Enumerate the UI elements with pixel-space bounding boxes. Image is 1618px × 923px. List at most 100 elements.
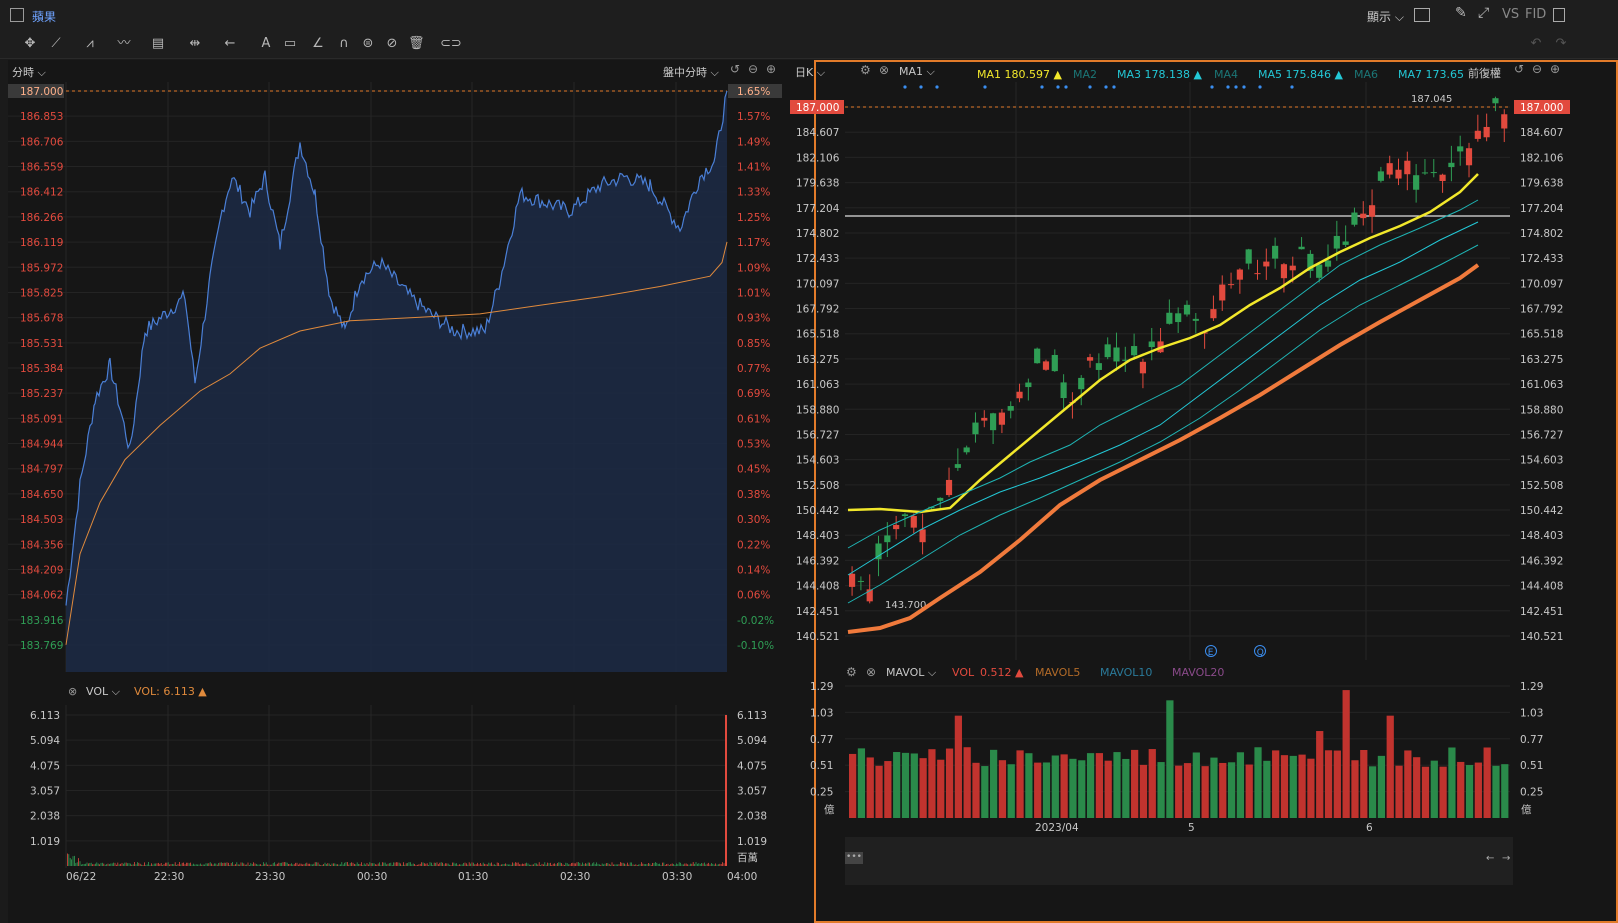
intraday-chart[interactable]: 187.000 1.65% 186.853 1.57% 186.706 1.49% 186.… — [0, 0, 790, 923]
window-icon[interactable] — [10, 8, 24, 22]
hide-icon[interactable]: ⊘ — [386, 36, 398, 51]
kvol-label-right: 1.29 — [1520, 681, 1543, 693]
arrow-tool-icon[interactable]: ← — [224, 36, 236, 51]
vol-bar — [142, 864, 144, 866]
navigator-right-icon[interactable]: → — [1502, 853, 1511, 864]
window-icon-right[interactable] — [1553, 8, 1565, 22]
close-vol-icon[interactable]: ⊗ — [68, 685, 78, 698]
vol-settings-icon[interactable]: ⚙ — [846, 665, 857, 679]
channel-tool-icon[interactable]: ⩘ — [86, 36, 94, 51]
vol-bar — [79, 861, 81, 866]
vol-axis-label: 5.094 — [30, 735, 60, 747]
fid-button[interactable]: FID — [1525, 7, 1547, 22]
reset-icon[interactable]: ↺ — [730, 62, 741, 76]
candle — [972, 422, 979, 435]
vol-bar — [316, 862, 317, 866]
vol-indicator-selector[interactable]: VOL ⌵ — [86, 685, 120, 698]
ma-legend-item[interactable]: MA2 — [1073, 68, 1098, 81]
kvol-bar — [1377, 755, 1386, 818]
vol-bar — [649, 863, 651, 866]
kline-zoom-in-icon[interactable]: ⊕ — [1550, 62, 1561, 76]
candle — [1139, 361, 1147, 374]
vol-bar — [716, 864, 718, 866]
wave-tool-icon[interactable]: 〰 — [117, 36, 131, 51]
interval-selector[interactable]: 分時 ⌵ — [12, 66, 46, 79]
vol-bar — [587, 862, 589, 866]
display-button[interactable]: 顯示 ⌵ — [1367, 10, 1404, 24]
vol-bar — [386, 864, 387, 866]
redo-icon[interactable]: ↷ — [1555, 36, 1567, 51]
vol-bar — [272, 863, 274, 866]
candle — [857, 580, 864, 582]
adjust-selector[interactable]: 前復權 — [1468, 67, 1501, 80]
daily-kline-chart[interactable]: 187.000 187.000 184.607 184.607 182.106 182.1… — [790, 0, 1618, 923]
comment-tool-icon[interactable]: ▭ — [283, 36, 297, 51]
kline-date-label: 2023/04 — [1035, 822, 1079, 834]
ma-legend-item[interactable]: MA5 175.846 ▲ — [1258, 68, 1343, 81]
settings-icon[interactable]: ⚙ — [860, 63, 871, 77]
price-axis-label: 186.706 — [20, 136, 64, 148]
vol-bar — [312, 864, 313, 866]
vol-bar — [214, 863, 215, 866]
kline-reset-icon[interactable]: ↺ — [1514, 62, 1525, 76]
ma-legend-item[interactable]: MA1 180.597 ▲ — [977, 68, 1062, 81]
vol-axis-label-right: 6.113 — [737, 710, 767, 722]
vol-bar — [534, 863, 536, 866]
ma-legend-item[interactable]: MA7 173.65 — [1398, 68, 1464, 81]
candle — [1289, 265, 1296, 271]
session-selector[interactable]: 盤中分時 ⌵ — [663, 66, 719, 79]
vol-bar — [694, 863, 695, 866]
kline-price-label-right: 142.451 — [1520, 606, 1563, 618]
vol-bar — [436, 862, 438, 866]
zoom-in-icon[interactable]: ⊕ — [766, 62, 777, 76]
vol-bar — [242, 862, 243, 866]
vs-button[interactable]: VS — [1502, 7, 1520, 22]
ma-selector[interactable]: MA1 ⌵ — [899, 65, 935, 78]
ma-legend-item[interactable]: MA6 — [1354, 68, 1379, 81]
vol-bar — [708, 862, 709, 866]
magnet-icon[interactable]: ∩ — [339, 36, 349, 51]
text-tool-icon[interactable]: A — [261, 36, 271, 51]
ma-legend-item[interactable]: MA4 — [1214, 68, 1239, 81]
candle — [1210, 309, 1217, 319]
candle — [1457, 146, 1464, 152]
move-icon[interactable]: ✥ — [24, 36, 36, 51]
price-axis-label: 184.209 — [20, 564, 63, 576]
pen-icon[interactable]: ✎ — [1455, 5, 1467, 21]
expand-icon[interactable]: ⤢ — [1478, 5, 1490, 21]
measure-tool-icon[interactable]: ⇹ — [189, 36, 201, 51]
fib-tool-icon[interactable]: ▤ — [151, 36, 165, 51]
vol-bar — [313, 863, 315, 866]
vol-bar — [177, 864, 179, 866]
vol-bar — [201, 864, 203, 866]
kline-zoom-out-icon[interactable]: ⊖ — [1532, 62, 1543, 76]
close-ma-icon[interactable]: ⊗ — [879, 63, 890, 77]
vol-bar — [439, 862, 441, 866]
sync-icon[interactable]: ⊜ — [362, 36, 374, 51]
line-tool-icon[interactable]: ⟋ — [51, 36, 61, 51]
vol-bar — [715, 863, 716, 866]
layout-icon[interactable] — [1414, 8, 1430, 22]
ma-legend-item[interactable]: MA3 178.138 ▲ — [1117, 68, 1202, 81]
vol-bar — [134, 862, 135, 866]
vol-bar — [362, 864, 364, 866]
vol-bar — [526, 862, 527, 866]
close-mavol-icon[interactable]: ⊗ — [866, 665, 877, 679]
navigator-handle[interactable]: ••• — [845, 852, 863, 864]
trash-icon[interactable]: 🗑 — [408, 36, 425, 51]
vol-bar — [321, 864, 323, 866]
pct-axis-label: 1.65% — [737, 86, 770, 98]
vol-bar — [638, 864, 639, 866]
time-navigator[interactable] — [845, 837, 1513, 885]
vol-bar — [370, 863, 372, 866]
mavol-selector[interactable]: MAVOL ⌵ — [886, 666, 937, 679]
angle-tool-icon[interactable]: ∠ — [312, 36, 324, 51]
vol-bar — [433, 862, 435, 866]
navigator-left-icon[interactable]: ← — [1486, 853, 1495, 864]
kline-interval-selector[interactable]: 日K ⌵ — [795, 66, 826, 79]
pct-axis-label: 0.22% — [737, 539, 770, 551]
event-dot — [1104, 85, 1108, 89]
undo-icon[interactable]: ↶ — [1530, 36, 1542, 51]
vol-bar — [149, 864, 151, 866]
zoom-out-icon[interactable]: ⊖ — [748, 62, 759, 76]
